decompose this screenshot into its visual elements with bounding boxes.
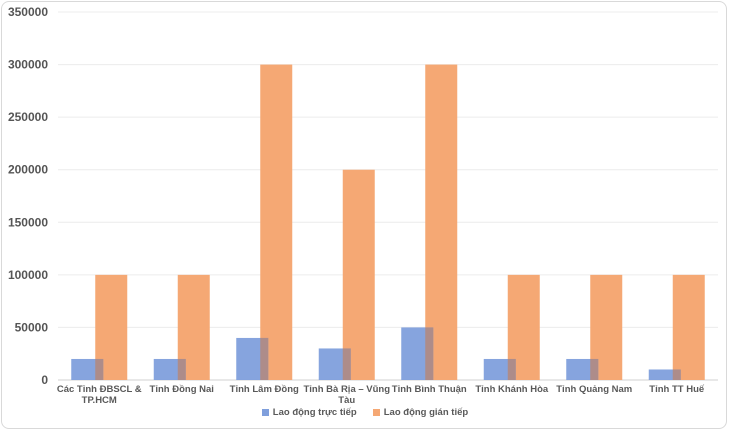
legend-label-indirect: Lao động gián tiếp	[383, 407, 469, 418]
bar-indirect	[342, 169, 375, 380]
y-axis-ticks: 0 50000 100000 150000 200000 250000 300000 3500…	[8, 5, 48, 387]
y-tick-label: 200000	[8, 163, 48, 177]
x-category-label: Tỉnh Khánh Hòa	[475, 384, 549, 395]
x-category-label: Các Tỉnh ĐBSCL & TP.HCM	[57, 384, 142, 406]
legend-swatch-indirect	[372, 409, 380, 416]
legend-label-direct: Lao động trực tiếp	[272, 407, 357, 418]
bar-overlap	[507, 358, 516, 380]
bar-indirect	[672, 274, 705, 380]
y-tick-label: 0	[41, 373, 48, 387]
bar-overlap	[672, 369, 681, 380]
legend-item-direct: Lao động trực tiếp	[261, 407, 357, 418]
bars	[71, 64, 705, 381]
y-tick-label: 300000	[8, 58, 48, 72]
legend: Lao động trực tiếp Lao động gián tiếp	[0, 407, 730, 418]
y-tick-label: 250000	[8, 110, 48, 124]
bar-overlap	[590, 358, 599, 380]
bar-overlap	[177, 358, 186, 380]
x-category-label: Tỉnh Bình Thuận	[392, 384, 467, 395]
y-tick-label: 100000	[8, 268, 48, 282]
bar-overlap	[95, 358, 104, 380]
y-tick-label: 350000	[8, 5, 48, 19]
x-category-label: Tỉnh Lâm Đồng	[230, 384, 299, 395]
bar-overlap	[260, 337, 269, 380]
y-tick-label: 150000	[8, 215, 48, 229]
x-category-label: Tỉnh Bà Rịa – Vũng Tàu	[303, 384, 390, 406]
x-axis-categories: Các Tỉnh ĐBSCL & TP.HCM Tỉnh Đồng Nai Tỉnh …	[57, 384, 705, 406]
bar-overlap	[342, 348, 351, 380]
legend-item-indirect: Lao động gián tiếp	[372, 407, 469, 418]
bar-overlap	[425, 327, 434, 380]
x-category-label: Tỉnh Quảng Nam	[556, 384, 632, 395]
y-tick-label: 50000	[15, 320, 49, 334]
bar-direct	[648, 369, 681, 380]
x-category-label: Tỉnh Đồng Nai	[150, 384, 214, 395]
bar-indirect	[260, 64, 293, 381]
x-category-label: Tỉnh TT Huế	[649, 384, 705, 395]
legend-swatch-direct	[261, 409, 269, 416]
